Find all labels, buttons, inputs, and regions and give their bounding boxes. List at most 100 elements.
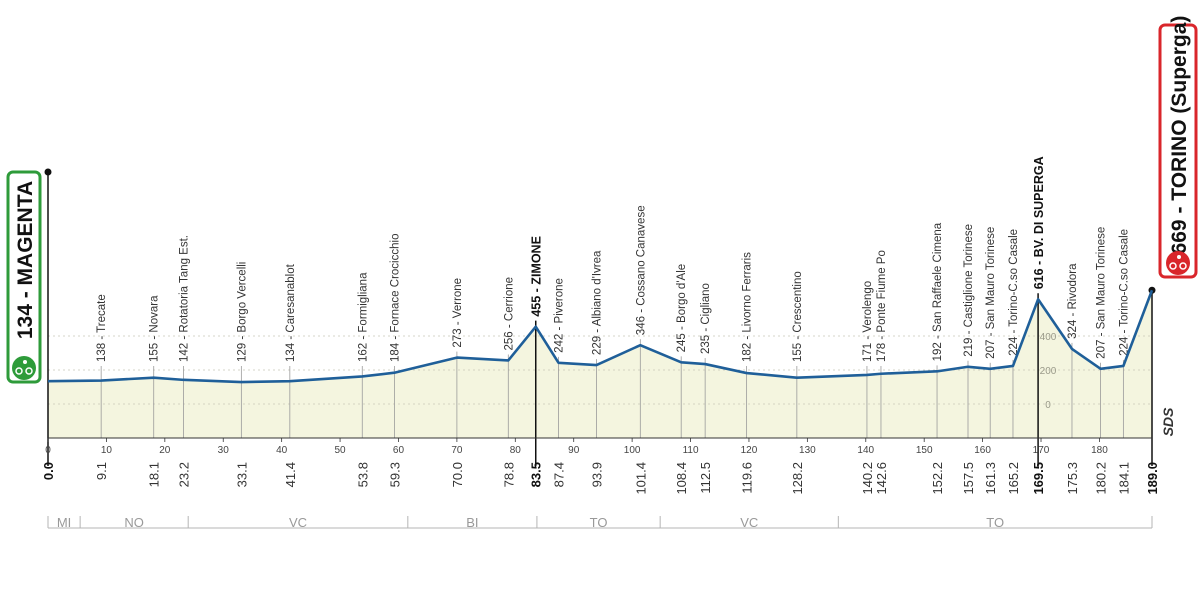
x-tick-label: 70 xyxy=(451,445,463,456)
region-label: VC xyxy=(740,515,758,530)
x-tick-label: 30 xyxy=(218,445,230,456)
region-label: BI xyxy=(466,515,478,530)
waypoint-label: 256 - Cerrione xyxy=(503,277,515,351)
logo: SDS xyxy=(1160,407,1176,436)
km-label: 93.9 xyxy=(589,462,604,487)
km-label: 41.4 xyxy=(283,462,298,487)
waypoint-label: 178 - Ponte Fiume Po xyxy=(876,250,888,362)
waypoint-label: 324 - Rivodora xyxy=(1067,263,1079,339)
region-label: TO xyxy=(986,515,1004,530)
waypoint-label: 184 - Fornace Crocicchio xyxy=(389,234,401,362)
waypoint-label: 273 - Verrone xyxy=(452,278,464,348)
x-tick-label: 160 xyxy=(974,445,991,456)
waypoint-label: 138 - Trecate xyxy=(96,294,108,362)
km-label: 165.2 xyxy=(1006,462,1021,495)
km-label: 175.3 xyxy=(1065,462,1080,495)
x-tick-label: 50 xyxy=(335,445,347,456)
km-label: 78.8 xyxy=(501,462,516,487)
summit-label: 455 - ZIMONE xyxy=(530,236,544,317)
km-label: 184.1 xyxy=(1116,462,1131,495)
km-label: 180.2 xyxy=(1094,462,1109,495)
waypoint-label: 224 - Torino-C.so Casale xyxy=(1008,229,1020,356)
x-tick-label: 80 xyxy=(510,445,522,456)
waypoint-label: 192 - San Raffaele Cimena xyxy=(932,222,944,361)
km-label: 0.0 xyxy=(41,462,56,480)
x-tick-label: 60 xyxy=(393,445,405,456)
waypoint-label: 245 - Borgo d'Ale xyxy=(676,264,688,353)
km-label: 108.4 xyxy=(674,462,689,495)
km-label: 119.6 xyxy=(740,462,755,494)
waypoint-label: 142 - Rotatoria Tang Est. xyxy=(179,235,191,362)
waypoint-label: 242 - Piverone xyxy=(554,278,566,353)
x-tick-label: 10 xyxy=(101,445,113,456)
km-label: 161.3 xyxy=(983,462,998,495)
endpoint-box xyxy=(6,170,42,384)
km-label: 189.0 xyxy=(1145,462,1160,495)
x-tick-label: 170 xyxy=(1033,445,1050,456)
km-label: 101.4 xyxy=(633,462,648,495)
waypoint-label: 207 - San Mauro Torinese xyxy=(985,227,997,359)
waypoint-label: 235 - Cigliano xyxy=(700,283,712,354)
km-label: 70.0 xyxy=(450,462,465,487)
km-label: 152.2 xyxy=(930,462,945,495)
km-label: 140.2 xyxy=(860,462,875,495)
km-label: 18.1 xyxy=(147,462,162,487)
km-label: 142.6 xyxy=(874,462,889,495)
icon-wheel xyxy=(1179,262,1187,270)
waypoint-label: 155 - Crescentino xyxy=(792,271,804,362)
region-label: MI xyxy=(57,515,71,530)
km-label: 59.3 xyxy=(387,462,402,487)
waypoint-label: 207 - San Mauro Torinese xyxy=(1096,227,1108,359)
x-tick-label: 40 xyxy=(276,445,288,456)
waypoint-label: 229 - Albiano d'Ivrea xyxy=(591,250,603,355)
km-label: 128.2 xyxy=(790,462,805,495)
km-label: 87.4 xyxy=(552,462,567,487)
x-tick-label: 120 xyxy=(741,445,758,456)
km-label: 112.5 xyxy=(698,462,713,494)
x-tick-label: 140 xyxy=(857,445,874,456)
icon-wheel xyxy=(15,367,23,375)
region-label: VC xyxy=(289,515,307,530)
km-label: 33.1 xyxy=(234,462,249,487)
icon-rider xyxy=(23,360,27,364)
waypoint-label: 171 - Verolengo xyxy=(862,281,874,362)
endpoint-box xyxy=(1158,23,1198,279)
x-tick-label: 150 xyxy=(916,445,933,456)
km-label: 9.1 xyxy=(94,462,109,480)
km-label: 23.2 xyxy=(177,462,192,487)
waypoint-label: 182 - Livorno Ferraris xyxy=(742,252,754,362)
waypoint-label: 346 - Cossano Canavese xyxy=(635,205,647,335)
icon-rider xyxy=(1177,255,1181,259)
waypoint-label: 224 - Torino-C.so Casale xyxy=(1118,229,1130,356)
endpoint-icon xyxy=(12,356,36,380)
summit-label: 616 - BV. DI SUPERGA xyxy=(1032,156,1046,289)
profile-line xyxy=(47,289,1154,384)
km-label: 169.5 xyxy=(1031,462,1046,495)
icon-wheel xyxy=(1169,262,1177,270)
km-label: 83.5 xyxy=(529,462,544,487)
waypoint-label: 162 - Formigliana xyxy=(357,272,369,362)
endpoint-icon xyxy=(1166,251,1190,275)
x-tick-label: 180 xyxy=(1091,445,1108,456)
x-tick-label: 20 xyxy=(159,445,171,456)
waypoint-label: 129 - Borgo Vercelli xyxy=(236,262,248,362)
x-tick-label: 100 xyxy=(624,445,641,456)
y-tick-label: 400 xyxy=(1040,332,1057,343)
x-tick-label: 110 xyxy=(683,445,699,456)
endpoint-label: 669 - TORINO (Superga) xyxy=(1168,16,1191,255)
waypoint-label: 134 - Caresanablot xyxy=(285,263,297,362)
icon-wheel xyxy=(25,367,33,375)
endpoint-label: 134 - MAGENTA xyxy=(14,181,37,339)
y-tick-label: 200 xyxy=(1040,366,1057,377)
waypoint-label: 219 - Castiglione Torinese xyxy=(963,224,975,357)
km-label: 53.8 xyxy=(355,462,370,487)
x-tick-label: 0 xyxy=(45,445,51,456)
x-tick-label: 90 xyxy=(568,445,580,456)
km-label: 157.5 xyxy=(961,462,976,495)
endpoint-dot xyxy=(44,168,52,176)
y-tick-label: 0 xyxy=(1045,400,1051,411)
region-label: TO xyxy=(590,515,608,530)
waypoint-label: 155 - Novara xyxy=(149,295,161,362)
region-label: NO xyxy=(124,515,144,530)
